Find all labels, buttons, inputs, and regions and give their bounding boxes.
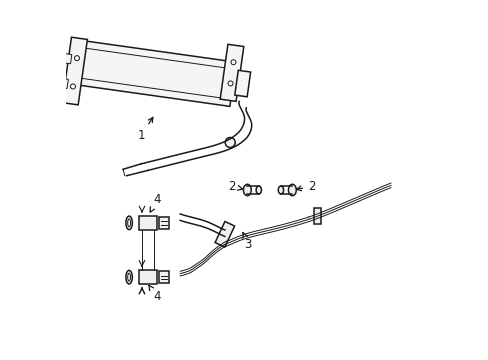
- Ellipse shape: [256, 186, 261, 194]
- Bar: [159, 271, 168, 283]
- Polygon shape: [61, 53, 72, 64]
- Text: 4: 4: [150, 193, 161, 212]
- Polygon shape: [234, 70, 250, 97]
- Polygon shape: [67, 39, 236, 106]
- Bar: [139, 216, 157, 230]
- Polygon shape: [313, 208, 321, 224]
- Polygon shape: [215, 221, 234, 247]
- Ellipse shape: [125, 216, 132, 230]
- Polygon shape: [57, 78, 68, 89]
- Text: 2: 2: [296, 180, 315, 193]
- Text: 4: 4: [148, 285, 161, 303]
- Bar: [159, 217, 168, 229]
- Ellipse shape: [278, 186, 283, 194]
- Ellipse shape: [243, 184, 251, 196]
- Text: 1: 1: [137, 117, 153, 142]
- Circle shape: [225, 138, 235, 148]
- Polygon shape: [62, 37, 87, 105]
- Text: 3: 3: [243, 233, 251, 251]
- Ellipse shape: [288, 184, 296, 196]
- Ellipse shape: [125, 270, 132, 284]
- Polygon shape: [220, 44, 244, 102]
- Text: 2: 2: [228, 180, 242, 193]
- Bar: [139, 270, 157, 284]
